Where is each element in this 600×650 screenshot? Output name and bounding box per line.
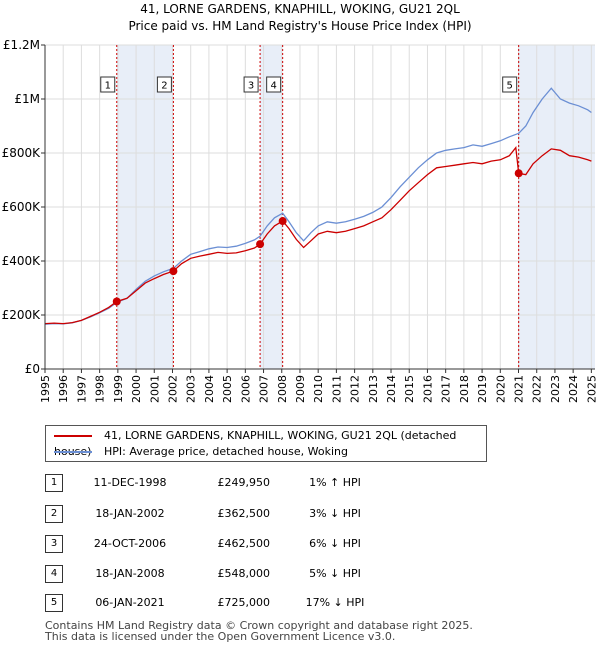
x-tick-label-1997: 1997 [75,375,88,403]
price-chart: 41, LORNE GARDENS, KNAPHILL, WOKING, GU2… [2,2,599,403]
sale-date-1: 11-DEC-1998 [93,476,167,489]
y-tick-label-4: £800K [2,146,42,160]
x-tick-label-2001: 2001 [148,375,161,403]
x-tick-label-1999: 1999 [112,375,125,403]
sale-box-1 [100,76,116,93]
sale-date-4: 18-JAN-2008 [95,567,165,580]
chart-legend: 41, LORNE GARDENS, KNAPHILL, WOKING, GU2… [45,425,487,462]
legend-label-hpi: HPI: Average price, detached house, Woki… [104,445,348,458]
sale-date-2: 18-JAN-2002 [95,507,165,520]
sale-price-1: £249,950 [217,476,271,489]
sale-row-1: 1 11-DEC-1998 £249,950 1% ↑ HPI [45,474,465,492]
x-tick-label-2021: 2021 [513,375,526,403]
x-tick-label-2003: 2003 [185,375,198,403]
x-tick-label-2012: 2012 [349,375,362,403]
y-tick-label-3: £600K [2,200,42,214]
sale-hpi-5: 17% ↓ HPI [305,596,365,609]
x-tick-label-2002: 2002 [166,375,179,403]
sale-point-4 [278,217,287,226]
sale-box-3 [243,76,259,93]
x-tick-label-2013: 2013 [367,375,380,403]
sale-number-1: 1 [45,474,63,492]
sale-number-2: 2 [45,505,63,523]
x-tick-label-2006: 2006 [239,375,252,403]
x-tick-label-1998: 1998 [94,375,107,403]
y-tick-label-0: £0 [25,362,40,376]
sale-row-5: 5 06-JAN-2021 £725,000 17% ↓ HPI [45,594,465,612]
x-tick-label-2025: 2025 [585,375,598,403]
legend-item-hpi: HPI: Average price, detached house, Woki… [54,444,348,460]
footer-attribution: Contains HM Land Registry data © Crown c… [45,620,473,642]
x-tick-label-2020: 2020 [494,375,507,403]
legend-swatch-property [54,435,92,437]
x-tick-label-2009: 2009 [294,375,307,403]
x-tick-label-2019: 2019 [476,375,489,403]
x-tick-label-2000: 2000 [130,375,143,403]
y-tick-label-5: £1M [14,92,40,106]
sale-price-3: £462,500 [217,537,271,550]
sale-date-3: 24-OCT-2006 [93,537,167,550]
x-tick-label-2022: 2022 [531,375,544,403]
sale-hpi-3: 6% ↓ HPI [309,537,361,550]
sale-box-2 [156,76,172,93]
sale-row-4: 4 18-JAN-2008 £548,000 5% ↓ HPI [45,565,465,583]
sale-box-label-2: 2 [161,81,167,92]
sale-box-label-4: 4 [270,81,276,92]
sale-box-label-3: 3 [248,81,254,92]
x-tick-label-2023: 2023 [549,375,562,403]
sale-row-3: 3 24-OCT-2006 £462,500 6% ↓ HPI [45,535,465,553]
y-tick-label-6: £1.2M [3,38,40,52]
sale-hpi-1: 1% ↑ HPI [309,476,361,489]
x-tick-label-2017: 2017 [440,375,453,403]
series-line-property [44,145,592,325]
x-tick-label-2014: 2014 [385,375,398,403]
sale-point-2 [169,267,178,276]
x-tick-label-2024: 2024 [567,375,580,403]
sale-number-3: 3 [45,535,63,553]
y-tick-label-2: £400K [2,254,42,268]
x-tick-label-2018: 2018 [458,375,471,403]
sale-point-3 [256,240,265,249]
x-tick-label-2005: 2005 [221,375,234,403]
x-tick-label-1996: 1996 [57,375,70,403]
sale-row-2: 2 18-JAN-2002 £362,500 3% ↓ HPI [45,505,465,523]
x-tick-label-2015: 2015 [403,375,416,403]
footer-line-2: This data is licensed under the Open Gov… [45,630,396,643]
sale-price-4: £548,000 [217,567,271,580]
chart-title: 41, LORNE GARDENS, KNAPHILL, WOKING, GU2… [140,2,460,16]
chart-subtitle: Price paid vs. HM Land Registry's House … [128,19,471,33]
sale-price-2: £362,500 [217,507,271,520]
sale-point-1 [112,297,121,306]
sale-box-label-5: 5 [507,81,513,92]
x-tick-label-2008: 2008 [276,375,289,403]
sale-point-5 [514,169,523,178]
sale-box-4 [266,76,282,93]
sale-hpi-4: 5% ↓ HPI [309,567,361,580]
x-tick-label-2016: 2016 [421,375,434,403]
sale-box-5 [502,76,518,93]
sale-box-label-1: 1 [105,81,111,92]
legend-swatch-hpi [54,451,92,453]
legend-item-property: 41, LORNE GARDENS, KNAPHILL, WOKING, GU2… [54,428,486,458]
sale-hpi-2: 3% ↓ HPI [309,507,361,520]
footer-line-1: Contains HM Land Registry data © Crown c… [45,619,473,632]
y-tick-label-1: £200K [2,308,42,322]
sale-price-5: £725,000 [217,596,271,609]
x-tick-label-2011: 2011 [330,375,343,403]
x-tick-label-1995: 1995 [39,375,52,403]
sale-number-5: 5 [45,594,63,612]
x-tick-label-2007: 2007 [258,375,271,403]
series-line-hpi [44,87,592,325]
sale-number-4: 4 [45,565,63,583]
x-tick-label-2010: 2010 [312,375,325,403]
x-tick-label-2004: 2004 [203,375,216,403]
sale-date-5: 06-JAN-2021 [95,596,165,609]
